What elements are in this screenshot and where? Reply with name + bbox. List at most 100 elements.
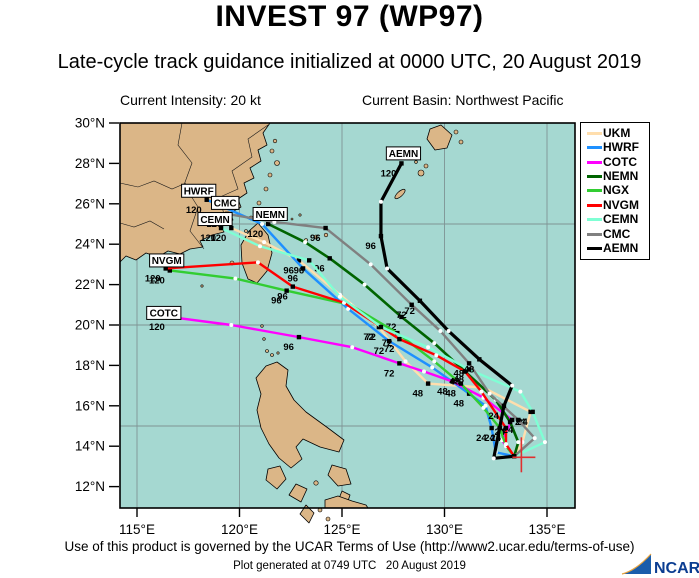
small-island — [200, 284, 204, 288]
x-axis-tick-label: 135°E — [529, 522, 566, 537]
small-island — [423, 163, 429, 169]
track-point-12h — [233, 276, 238, 281]
track-point-12h — [426, 345, 431, 350]
track-point-12h — [532, 436, 537, 441]
hour-label: 120 — [247, 229, 263, 240]
track-point-24h — [503, 425, 509, 431]
track-point-12h — [303, 240, 308, 245]
legend-line-swatch — [587, 218, 602, 222]
track-point-12h — [255, 260, 260, 265]
track-point-12h — [434, 353, 439, 358]
y-axis-tick-label: 30°N — [75, 116, 105, 131]
small-island — [256, 200, 262, 206]
track-point-12h — [337, 294, 342, 299]
track-point-12h — [362, 282, 367, 287]
track-point-24h — [501, 403, 507, 408]
track-point-12h — [481, 405, 486, 410]
legend-item-label: CMC — [603, 226, 631, 241]
hour-label: 96 — [271, 296, 282, 307]
track-point-24h — [466, 361, 472, 366]
legend-line-swatch — [587, 131, 602, 135]
hour-label: 48 — [464, 364, 475, 375]
hour-label: 48 — [454, 368, 465, 379]
track-point-24h — [512, 454, 517, 459]
y-axis-tick-label: 26°N — [75, 196, 105, 211]
hour-label: 120 — [186, 205, 202, 216]
track-point-24h — [516, 417, 521, 423]
track-point-12h — [368, 262, 373, 267]
model-label-nemn: NEMN — [252, 207, 288, 221]
current-intensity-label: Current Intensity: 20 kt — [120, 92, 261, 108]
legend-item-label: NVGM — [603, 197, 639, 212]
track-point-12h — [446, 329, 451, 334]
hour-label: 96 — [310, 233, 321, 244]
track-point-24h — [204, 197, 209, 202]
legend-item-nemn: NEMN — [587, 170, 649, 183]
track-point-24h — [323, 225, 328, 231]
legend-item-ukm: UKM — [587, 126, 649, 140]
small-island — [414, 160, 418, 164]
small-island — [453, 129, 459, 135]
country-border — [119, 180, 187, 190]
hour-label: 96 — [283, 265, 294, 276]
hour-label: 96 — [294, 265, 305, 276]
hour-label: 72 — [363, 332, 374, 343]
small-island — [325, 516, 331, 522]
small-island — [458, 139, 464, 145]
hour-label: 96 — [287, 273, 298, 284]
hour-label: 72 — [386, 322, 397, 333]
track-point-12h — [504, 442, 508, 447]
hour-label: 72 — [396, 310, 407, 321]
hour-label: 24 — [517, 417, 528, 428]
track-point-24h — [458, 381, 464, 386]
track-point-24h — [530, 409, 535, 415]
small-island — [244, 229, 248, 233]
small-island — [323, 232, 329, 238]
model-label-box — [149, 253, 185, 268]
track-point-24h — [507, 419, 513, 425]
track-point-12h — [516, 440, 521, 445]
y-axis-tick-label: 12°N — [75, 479, 105, 494]
landmass — [426, 124, 453, 151]
current-basin-label: Current Basin: Northwest Pacific — [362, 92, 564, 108]
legend-item-nvgm: NVGM — [587, 197, 649, 212]
model-label-cemn: CEMN — [197, 212, 233, 227]
ncar-logo-text: NCAR — [654, 560, 699, 577]
small-island — [272, 138, 278, 144]
chart-subtitle: Late-cycle track guidance initialized at… — [57, 51, 642, 73]
y-axis-tick-label: 18°N — [75, 358, 105, 373]
model-label-text: NVGM — [152, 256, 182, 267]
track-point-24h — [462, 369, 468, 374]
hour-label: 24 — [497, 425, 508, 436]
hour-label: 48 — [437, 387, 448, 398]
track-point-24h — [300, 266, 306, 271]
track-point-12h — [262, 240, 267, 245]
legend-item-label: NGX — [603, 183, 630, 198]
track-point-12h — [403, 359, 408, 364]
track-point-12h — [258, 244, 262, 249]
model-label-text: COTC — [150, 309, 178, 320]
track-point-24h — [163, 266, 168, 271]
small-island — [274, 160, 280, 166]
legend-item-cmc: CMC — [587, 226, 649, 241]
legend-item-aemn: AEMN — [587, 242, 649, 255]
track-point-12h — [438, 329, 443, 334]
small-island — [260, 324, 264, 328]
terms-of-use-text: Use of this product is governed by the U… — [64, 539, 635, 554]
model-label-cotc: COTC — [146, 305, 182, 320]
x-axis-tick-label: 120°E — [221, 522, 258, 537]
model-label-box — [197, 212, 233, 227]
x-axis-tick-label: 125°E — [324, 522, 361, 537]
legend-line-swatch — [587, 189, 602, 193]
y-axis-tick-label: 28°N — [75, 156, 105, 171]
track-point-24h — [386, 338, 392, 344]
legend-item-ngx: NGX — [587, 184, 649, 197]
model-label-hwrf: HWRF — [181, 183, 217, 198]
small-island — [313, 480, 319, 486]
track-point-12h — [487, 391, 492, 396]
track-point-24h — [397, 336, 402, 342]
track-point-12h — [260, 222, 265, 226]
model-label-text: CEMN — [200, 215, 229, 226]
legend-item-label: CEMN — [603, 212, 639, 227]
hour-label: 72 — [365, 332, 376, 343]
